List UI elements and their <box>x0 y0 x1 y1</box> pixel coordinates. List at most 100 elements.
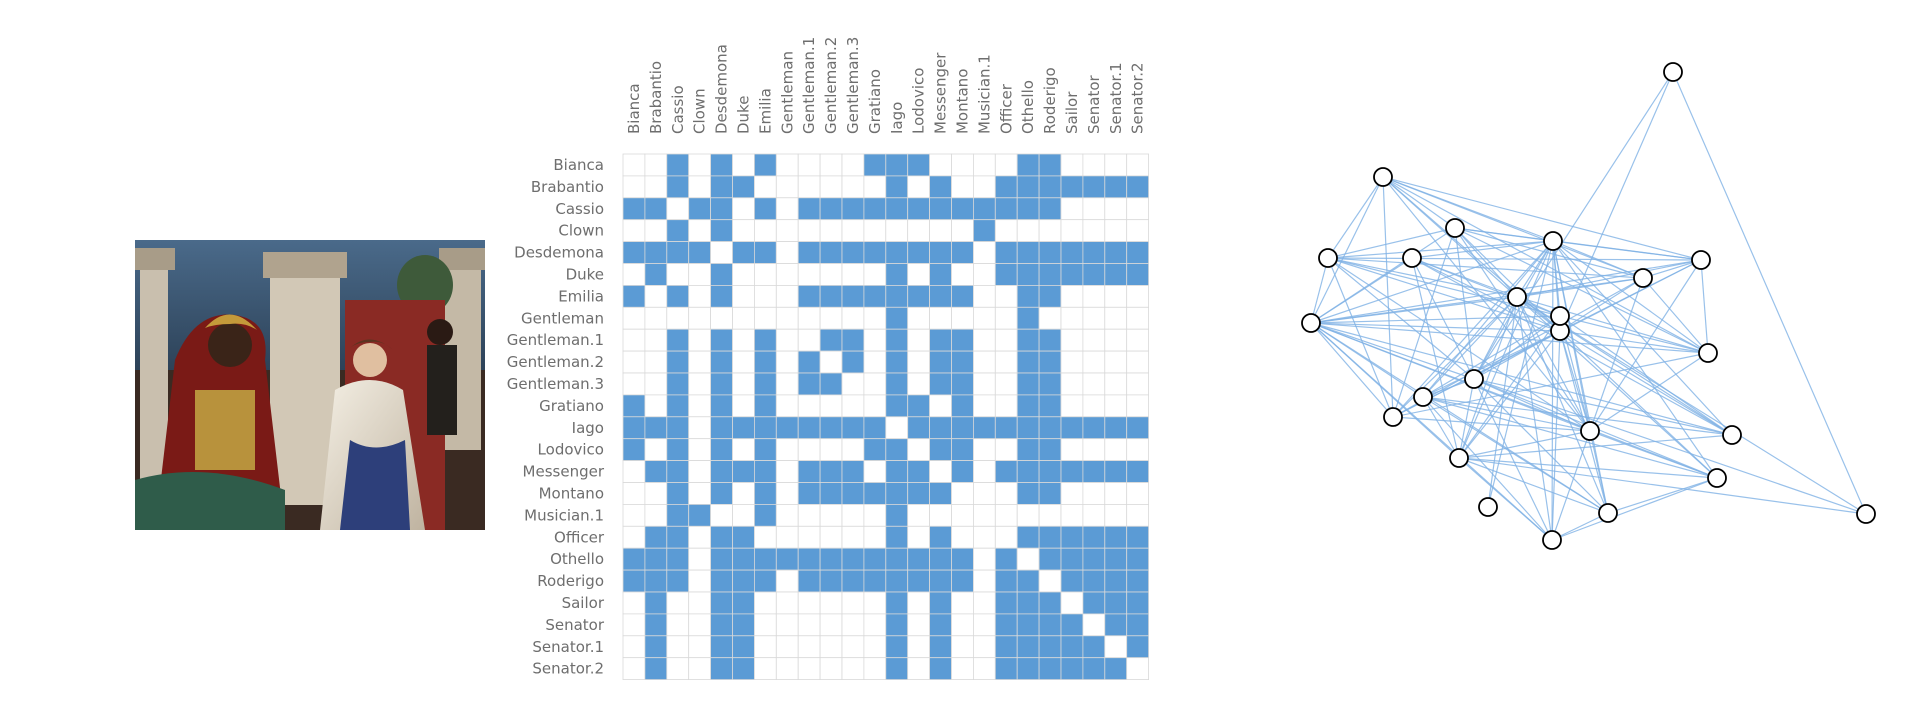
matrix-cell-1-6 <box>754 175 777 199</box>
matrix-cell-5-16 <box>973 263 996 286</box>
graph-node-cassio[interactable] <box>1464 369 1484 389</box>
matrix-cell-8-14 <box>929 328 952 352</box>
matrix-cell-0-20 <box>1060 153 1084 177</box>
matrix-cell-3-0 <box>622 219 646 242</box>
matrix-cell-3-7 <box>775 219 799 242</box>
row-label: Roderigo <box>537 572 604 590</box>
graph-node-duke[interactable] <box>1373 167 1393 187</box>
graph-node-senator-1[interactable] <box>1633 268 1653 288</box>
matrix-cell-17-18 <box>1016 525 1040 549</box>
matrix-cell-5-19 <box>1038 263 1062 286</box>
graph-node-emilia[interactable] <box>1449 448 1469 468</box>
matrix-cell-6-11 <box>863 284 887 308</box>
row-label: Gentleman.1 <box>507 331 604 349</box>
matrix-cell-12-4 <box>710 416 733 440</box>
graph-node-roderigo[interactable] <box>1301 313 1321 333</box>
matrix-cell-8-16 <box>973 328 996 352</box>
matrix-cell-18-5 <box>732 547 755 571</box>
graph-node-gentleman-3[interactable] <box>1707 468 1727 488</box>
matrix-cell-5-17 <box>994 263 1018 286</box>
graph-node-iago[interactable] <box>1507 287 1527 307</box>
matrix-cell-2-6 <box>754 197 777 221</box>
matrix-cell-3-6 <box>754 219 777 242</box>
graph-node-gentleman[interactable] <box>1478 497 1498 517</box>
matrix-cell-0-19 <box>1038 153 1062 177</box>
matrix-cell-5-21 <box>1082 263 1106 286</box>
matrix-cell-6-23 <box>1126 284 1149 308</box>
matrix-cell-11-10 <box>841 394 865 418</box>
matrix-cell-7-2 <box>666 306 690 330</box>
graph-edge-Iago-Officer <box>1454 227 1518 298</box>
graph-node-brabantio[interactable] <box>1318 248 1338 268</box>
graph-node-gratiano[interactable] <box>1722 425 1742 445</box>
matrix-cell-13-14 <box>929 438 952 462</box>
matrix-cell-18-10 <box>841 547 865 571</box>
matrix-cell-15-20 <box>1060 482 1084 505</box>
matrix-cell-7-6 <box>754 306 777 330</box>
matrix-cell-13-13 <box>907 438 931 462</box>
matrix-cell-2-15 <box>951 197 974 221</box>
matrix-cell-3-12 <box>885 219 909 242</box>
matrix-cell-14-6 <box>754 460 777 483</box>
matrix-cell-23-1 <box>644 657 668 681</box>
matrix-cell-20-18 <box>1016 591 1040 615</box>
graph-node-montano[interactable] <box>1413 387 1433 407</box>
graph-node-othello[interactable] <box>1543 231 1563 251</box>
network-graph <box>1301 62 1876 550</box>
graph-node-officer[interactable] <box>1445 218 1465 238</box>
matrix-cell-4-20 <box>1060 241 1084 264</box>
graph-node-gentleman-2[interactable] <box>1598 503 1618 523</box>
graph-edge-Messenger-Roderigo <box>1310 322 1591 432</box>
matrix-cell-1-1 <box>644 175 668 199</box>
matrix-cell-9-16 <box>973 350 996 374</box>
graph-node-senator-2[interactable] <box>1691 250 1711 270</box>
graph-node-gentleman-1[interactable] <box>1542 530 1562 550</box>
graph-node-sailor[interactable] <box>1383 407 1403 427</box>
matrix-cell-12-22 <box>1104 416 1128 440</box>
matrix-cell-19-10 <box>841 569 865 593</box>
matrix-cell-15-14 <box>929 482 952 505</box>
matrix-cell-4-0 <box>622 241 646 264</box>
graph-node-lodovico[interactable] <box>1550 306 1570 326</box>
graph-edge-Iago-Othello <box>1516 240 1554 298</box>
graph-node-musician-1[interactable] <box>1856 504 1876 524</box>
matrix-cell-17-7 <box>775 525 799 549</box>
matrix-cell-12-7 <box>775 416 799 440</box>
matrix-cell-17-0 <box>622 525 646 549</box>
matrix-cell-14-10 <box>841 460 865 483</box>
matrix-cell-9-4 <box>710 350 733 374</box>
matrix-cell-10-23 <box>1126 372 1149 396</box>
matrix-cell-22-14 <box>929 635 952 659</box>
graph-node-messenger[interactable] <box>1580 421 1600 441</box>
graph-node-clown[interactable] <box>1663 62 1683 82</box>
graph-edge-Brabantio-Senator.2 <box>1327 257 1702 261</box>
graph-edge-Messenger-Sailor <box>1392 416 1591 432</box>
matrix-cell-10-10 <box>841 372 865 396</box>
graph-edge-Gentleman.1-Roderigo <box>1310 322 1553 541</box>
matrix-cell-19-3 <box>688 569 712 593</box>
row-label: Clown <box>558 222 604 240</box>
matrix-cell-14-21 <box>1082 460 1106 483</box>
matrix-cell-7-21 <box>1082 306 1106 330</box>
matrix-cell-6-4 <box>710 284 733 308</box>
graph-node-bianca[interactable] <box>1402 248 1422 268</box>
matrix-cell-20-17 <box>994 591 1018 615</box>
matrix-cell-10-13 <box>907 372 931 396</box>
matrix-cell-13-23 <box>1126 438 1149 462</box>
matrix-cell-20-1 <box>644 591 668 615</box>
graph-edge-Iago-Musician.1 <box>1516 296 1867 515</box>
matrix-cell-22-9 <box>819 635 843 659</box>
matrix-cell-14-12 <box>885 460 909 483</box>
graph-edge-Othello-Roderigo <box>1310 240 1554 324</box>
matrix-cell-0-16 <box>973 153 996 177</box>
matrix-cell-15-23 <box>1126 482 1149 505</box>
graph-node-senator[interactable] <box>1698 343 1718 363</box>
matrix-cell-9-14 <box>929 350 952 374</box>
matrix-cell-5-7 <box>775 263 799 286</box>
graph-edge-Duke-Iago <box>1382 176 1518 298</box>
matrix-cell-20-19 <box>1038 591 1062 615</box>
graph-nodes <box>1301 62 1876 550</box>
matrix-cell-0-4 <box>710 153 733 177</box>
graph-edge-Iago-Senator <box>1516 296 1709 354</box>
matrix-cell-5-3 <box>688 263 712 286</box>
